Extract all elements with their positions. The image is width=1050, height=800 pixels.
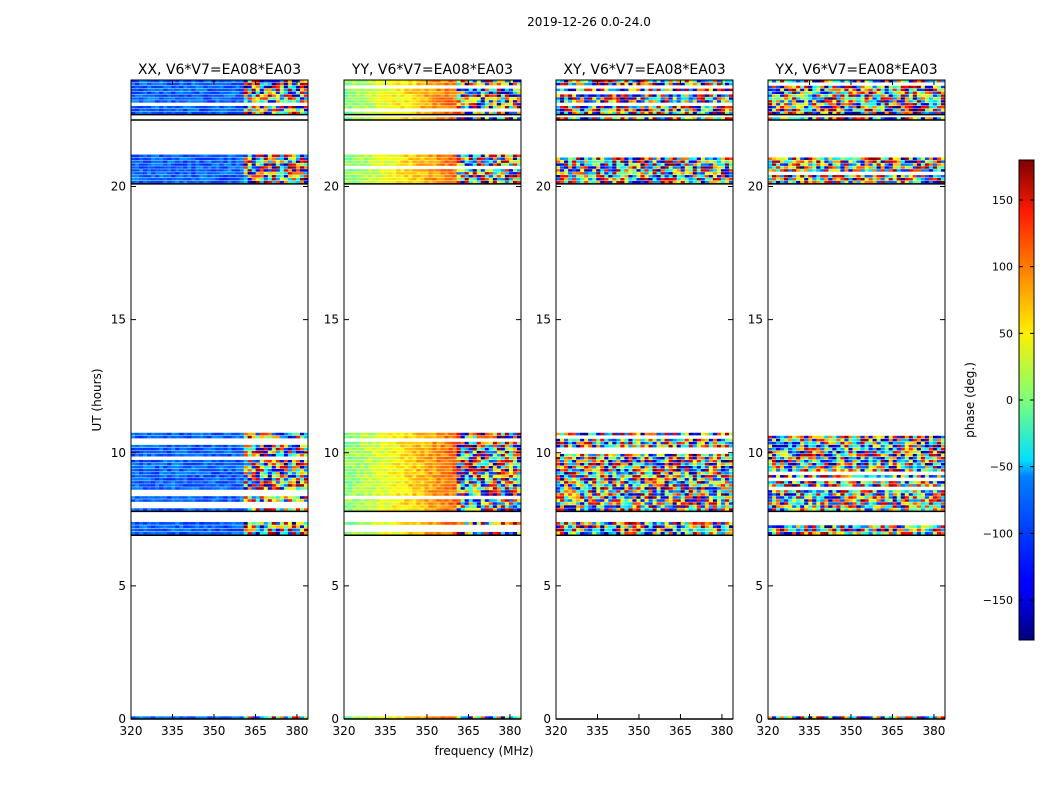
x-tick-label: 380	[498, 724, 521, 738]
colorbar-tick-label: −150	[983, 594, 1013, 607]
panel-title: YY, V6*V7=EA08*EA03	[351, 62, 513, 78]
y-tick-label: 20	[536, 180, 551, 194]
x-tick-label: 335	[374, 724, 397, 738]
x-tick-label: 335	[586, 724, 609, 738]
colorbar-tick-label: −50	[990, 461, 1013, 474]
panel-yy: YY, V6*V7=EA08*EA03 320 335 350 365 380 0 5 10 15…	[324, 62, 522, 738]
y-tick-label: 10	[111, 446, 126, 460]
x-tick-label: 320	[545, 724, 568, 738]
y-tick-label: 0	[331, 712, 339, 726]
panels-layer: XX, V6*V7=EA08*EA03 320 335 350 365 380 0 5 10 15…	[111, 62, 946, 738]
x-tick-label: 380	[922, 724, 945, 738]
x-tick-label: 350	[628, 724, 651, 738]
colorbar-tick-label: 100	[992, 261, 1013, 274]
y-tick-label: 20	[111, 180, 126, 194]
figure-ylabel: UT (hours)	[90, 368, 104, 431]
panel-frame	[555, 79, 734, 720]
x-tick-label: 320	[757, 724, 780, 738]
colorbar-tick-label: 150	[992, 194, 1013, 207]
panel-title: XY, V6*V7=EA08*EA03	[563, 62, 725, 78]
y-tick-label: 10	[536, 446, 551, 460]
y-tick-label: 0	[118, 712, 126, 726]
x-tick-label: 365	[244, 724, 267, 738]
colorbar-tick-label: 50	[999, 327, 1013, 340]
panel-xx: XX, V6*V7=EA08*EA03 320 335 350 365 380 0 5 10 15…	[111, 62, 309, 738]
panel-yx: YX, V6*V7=EA08*EA03 320 335 350 365 380 0 5 10 15…	[748, 62, 946, 738]
y-tick-label: 5	[755, 579, 763, 593]
y-tick-label: 15	[324, 313, 339, 327]
panel-title: YX, V6*V7=EA08*EA03	[774, 62, 937, 78]
x-tick-label: 365	[457, 724, 480, 738]
figure-xlabel: frequency (MHz)	[434, 744, 533, 758]
panel-xy: XY, V6*V7=EA08*EA03 320 335 350 365 380 0 5 10 15…	[536, 62, 734, 738]
figure-suptitle: 2019-12-26 0.0-24.0	[527, 15, 651, 29]
heatmap-cells	[344, 80, 522, 720]
y-tick-label: 15	[748, 313, 763, 327]
x-tick-label: 350	[203, 724, 226, 738]
colorbar-tick-label: −100	[983, 527, 1013, 540]
x-tick-label: 365	[669, 724, 692, 738]
heatmap-cells	[556, 80, 734, 720]
panel-frame	[343, 79, 522, 720]
y-tick-label: 5	[331, 579, 339, 593]
heatmap-cells	[768, 80, 946, 720]
y-tick-label: 0	[755, 712, 763, 726]
y-tick-label: 0	[543, 712, 551, 726]
x-tick-label: 320	[333, 724, 356, 738]
y-tick-label: 20	[324, 180, 339, 194]
colorbar-label: phase (deg.)	[963, 362, 977, 438]
y-tick-label: 15	[111, 313, 126, 327]
panel-title: XX, V6*V7=EA08*EA03	[138, 62, 301, 78]
x-tick-label: 365	[881, 724, 904, 738]
x-tick-label: 380	[710, 724, 733, 738]
y-tick-label: 20	[748, 180, 763, 194]
y-tick-label: 15	[536, 313, 551, 327]
x-tick-label: 350	[840, 724, 863, 738]
x-tick-label: 335	[798, 724, 821, 738]
panel-frame	[767, 79, 946, 720]
x-tick-label: 350	[416, 724, 439, 738]
x-tick-label: 380	[285, 724, 308, 738]
colorbar: 150 100 50 0 −50 −100 −150	[983, 159, 1035, 641]
y-tick-label: 5	[118, 579, 126, 593]
x-tick-label: 320	[120, 724, 143, 738]
colorbar-tick-label: 0	[1006, 394, 1013, 407]
panel-frame	[130, 79, 309, 720]
y-tick-label: 5	[543, 579, 551, 593]
y-tick-label: 10	[748, 446, 763, 460]
y-tick-label: 10	[324, 446, 339, 460]
heatmap-cells	[131, 80, 309, 720]
x-tick-label: 335	[161, 724, 184, 738]
